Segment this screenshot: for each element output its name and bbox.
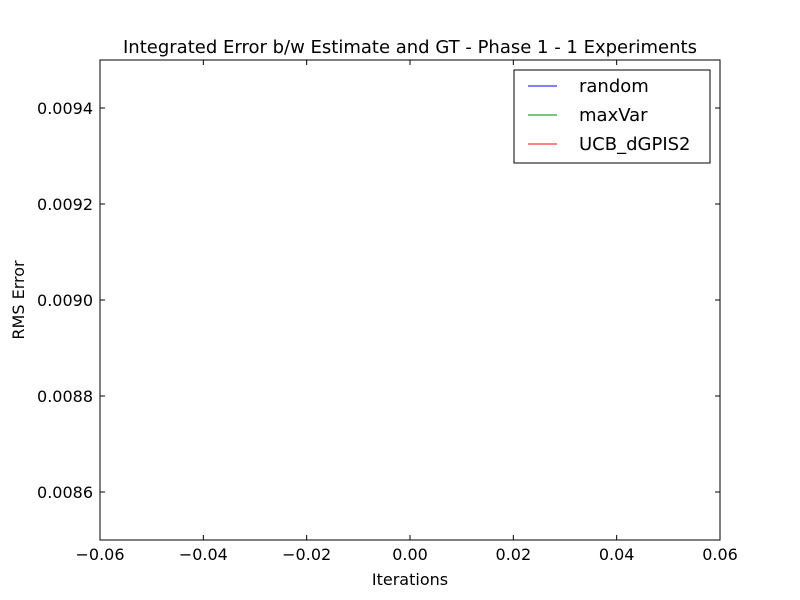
chart-title: Integrated Error b/w Estimate and GT - P… [123,37,697,58]
legend-label: UCB_dGPIS2 [579,134,691,155]
y-tick-label: 0.0090 [37,291,93,310]
legend-label: maxVar [579,105,648,126]
x-axis-label: Iterations [372,570,448,589]
y-tick-label: 0.0092 [37,195,93,214]
legend-label: random [579,76,649,97]
y-tick-label: 0.0088 [37,387,93,406]
x-tick-label: 0.04 [599,545,635,564]
x-tick-label: 0.02 [496,545,532,564]
legend: random maxVar UCB_dGPIS2 [513,69,711,164]
y-tick-label: 0.0086 [37,483,93,502]
x-tick-label: 0.00 [392,545,428,564]
y-tick-label: 0.0094 [37,99,93,118]
x-tick-label: 0.06 [702,545,738,564]
x-tick-label: −0.02 [282,545,331,564]
x-tick-label: −0.06 [75,545,124,564]
y-axis-label: RMS Error [9,260,28,340]
x-tick-label: −0.04 [179,545,228,564]
